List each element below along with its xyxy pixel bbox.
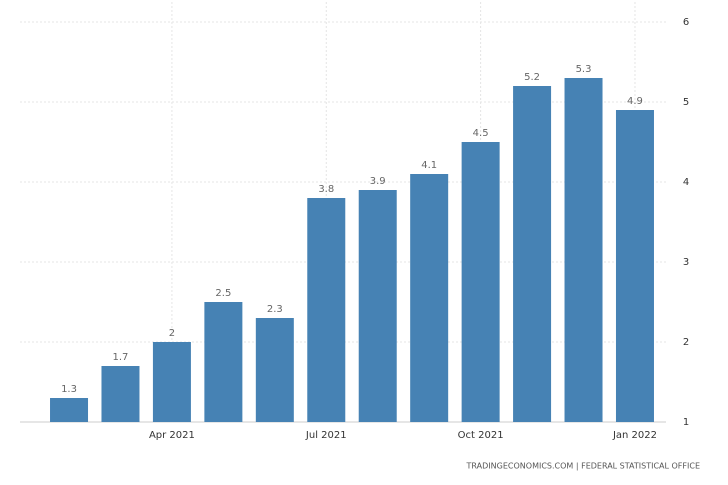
y-tick-label: 1 [683, 417, 689, 428]
y-tick-label: 6 [683, 17, 689, 28]
bar [461, 142, 500, 422]
value-label: 3.9 [370, 176, 386, 187]
value-label: 4.9 [627, 96, 643, 107]
x-tick-label: Jan 2022 [612, 430, 657, 441]
x-tick-label: Jul 2021 [305, 430, 347, 441]
bar [101, 366, 140, 422]
y-tick-label: 2 [683, 337, 689, 348]
x-tick-label: Apr 2021 [149, 430, 195, 441]
bar [255, 318, 294, 422]
x-tick-label: Oct 2021 [458, 430, 504, 441]
bar [204, 302, 243, 422]
value-label: 3.8 [318, 184, 334, 195]
source: TRADINGECONOMICS.COM | FEDERAL STATISTIC… [466, 462, 700, 471]
value-label: 1.7 [113, 352, 129, 363]
value-label: 2.3 [267, 304, 283, 315]
value-label: 1.3 [61, 384, 77, 395]
bar [513, 86, 552, 422]
bar [307, 198, 346, 422]
value-label: 5.3 [576, 64, 592, 75]
value-label: 4.5 [473, 128, 489, 139]
bar [615, 110, 654, 422]
value-label: 2.5 [215, 288, 231, 299]
value-label: 5.2 [524, 72, 540, 83]
bar [410, 174, 449, 422]
bar [152, 342, 191, 422]
bar [358, 190, 397, 422]
bar [50, 398, 89, 422]
bar [564, 78, 603, 422]
y-tick-label: 5 [683, 97, 689, 108]
value-label: 4.1 [421, 160, 437, 171]
y-tick-label: 4 [683, 177, 689, 188]
value-label: 2 [169, 328, 175, 339]
y-tick-label: 3 [683, 257, 689, 268]
